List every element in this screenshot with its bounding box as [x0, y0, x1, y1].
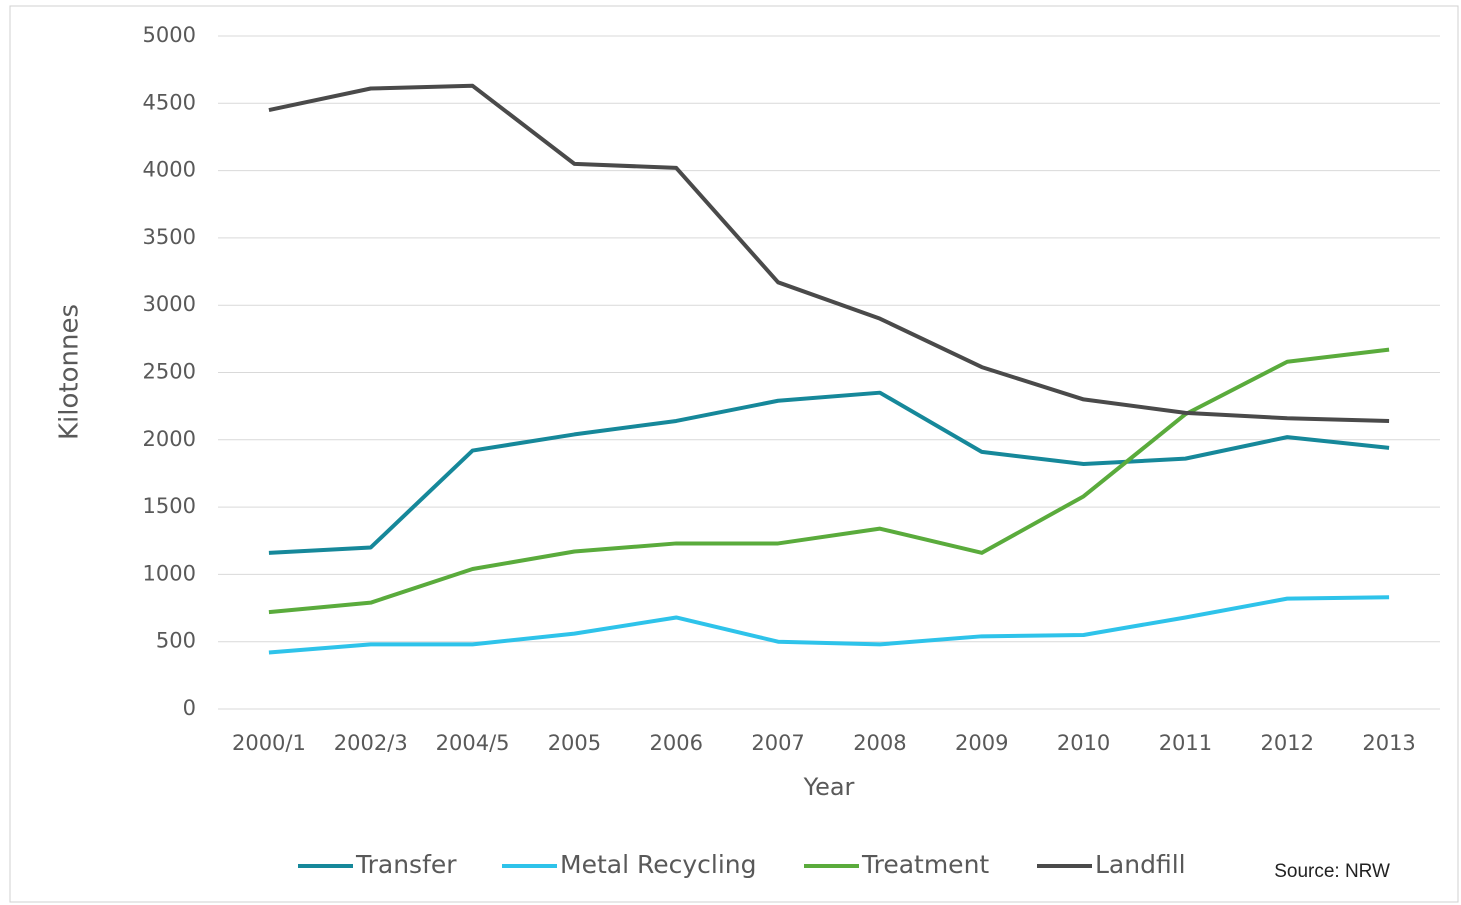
x-tick-label: 2008 [853, 731, 906, 755]
x-tick-label: 2007 [751, 731, 804, 755]
y-tick-label: 500 [156, 629, 196, 653]
series-line [268, 347, 1390, 615]
series-line [268, 390, 1390, 555]
x-tick-label: 2006 [650, 731, 703, 755]
x-tick-label: 2005 [548, 731, 601, 755]
frame [9, 5, 1459, 903]
y-tick-label: 0 [183, 696, 196, 720]
y-tick-label: 4500 [143, 90, 196, 114]
y-tick-label: 3500 [143, 225, 196, 249]
y-tick-label: 1000 [143, 561, 196, 585]
x-axis-label: Year [803, 773, 855, 801]
legend-label: Landfill [1095, 850, 1186, 879]
x-tick-label: 2012 [1261, 731, 1314, 755]
series-line [268, 83, 1390, 423]
series-line [268, 595, 1390, 655]
x-tick-label: 2002/3 [334, 731, 408, 755]
y-tick-label: 2500 [143, 360, 196, 384]
y-tick-label: 3000 [143, 292, 196, 316]
legend-label: Treatment [861, 850, 989, 879]
x-tick-label: 2000/1 [232, 731, 306, 755]
x-tick-label: 2004/5 [436, 731, 510, 755]
x-tick-label: 2010 [1057, 731, 1110, 755]
y-tick-label: 4000 [143, 158, 196, 182]
y-tick-label: 2000 [143, 427, 196, 451]
x-tick-label: 2009 [955, 731, 1008, 755]
y-tick-label: 5000 [143, 23, 196, 47]
x-tick-label: 2013 [1362, 731, 1415, 755]
x-tick-label: 2011 [1159, 731, 1212, 755]
y-tick-label: 1500 [143, 494, 196, 518]
source-note: Source: NRW [1274, 861, 1390, 882]
y-axis-label: Kilotonnes [55, 304, 85, 440]
legend-label: Metal Recycling [560, 850, 756, 879]
legend-label: Transfer [355, 850, 457, 879]
